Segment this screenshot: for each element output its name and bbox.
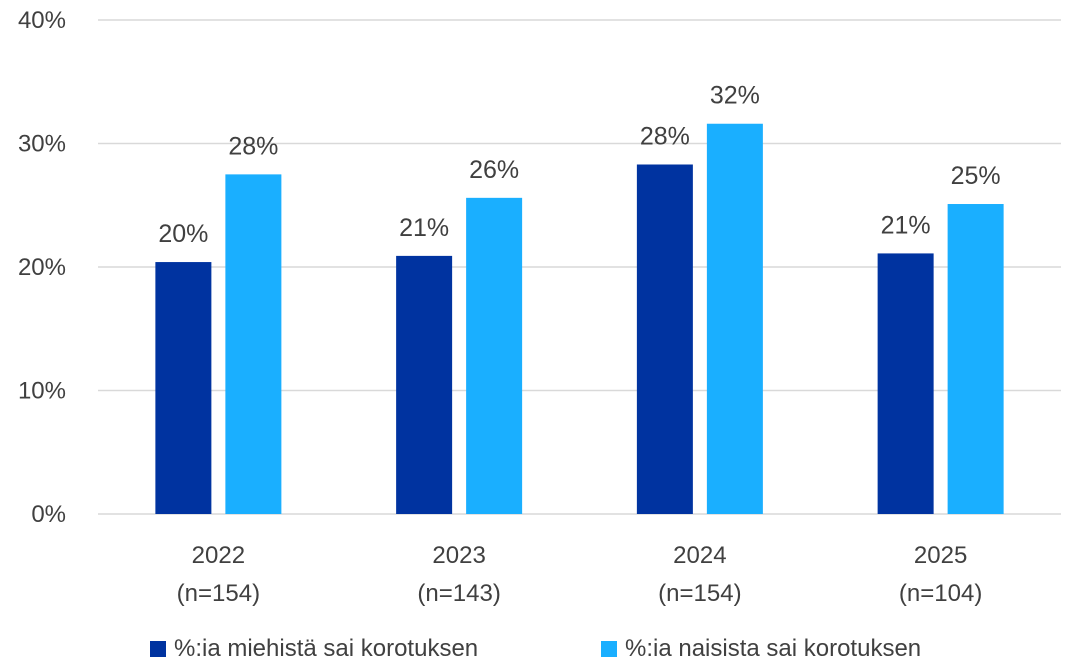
x-tick-label: 2022 xyxy=(192,542,245,569)
legend-swatch-women xyxy=(601,641,617,657)
legend-label: %:ia miehistä sai korotuksen xyxy=(174,635,478,662)
bar-women-2025 xyxy=(947,204,1004,514)
x-tick-sublabel: (n=154) xyxy=(177,580,260,607)
bar-men-2023 xyxy=(396,255,453,514)
bar-women-2022 xyxy=(225,174,282,514)
y-tick-label: 10% xyxy=(18,378,66,405)
bar-women-2024 xyxy=(706,123,763,515)
data-label: 28% xyxy=(640,122,690,150)
y-tick-label: 20% xyxy=(18,254,66,281)
x-tick-sublabel: (n=143) xyxy=(417,580,500,607)
x-tick-sublabel: (n=104) xyxy=(899,580,982,607)
y-tick-label: 40% xyxy=(18,7,66,34)
y-tick-label: 30% xyxy=(18,131,66,158)
bar-women-2023 xyxy=(466,197,523,514)
data-label: 21% xyxy=(399,214,449,242)
data-label: 20% xyxy=(158,220,208,248)
x-tick-sublabel: (n=154) xyxy=(658,580,741,607)
y-tick-label: 0% xyxy=(31,501,66,528)
bar-men-2025 xyxy=(877,253,934,515)
x-tick-label: 2025 xyxy=(914,542,967,569)
data-label: 25% xyxy=(951,162,1001,190)
data-label: 21% xyxy=(881,211,931,239)
legend-swatch-men xyxy=(150,641,166,657)
bar-men-2024 xyxy=(636,164,693,514)
data-label: 28% xyxy=(228,132,278,160)
x-tick-label: 2023 xyxy=(432,542,485,569)
legend-label: %:ia naisista sai korotuksen xyxy=(625,635,921,662)
bar-men-2022 xyxy=(155,262,212,514)
x-tick-label: 2024 xyxy=(673,542,726,569)
data-label: 32% xyxy=(710,82,760,110)
data-label: 26% xyxy=(469,156,519,184)
